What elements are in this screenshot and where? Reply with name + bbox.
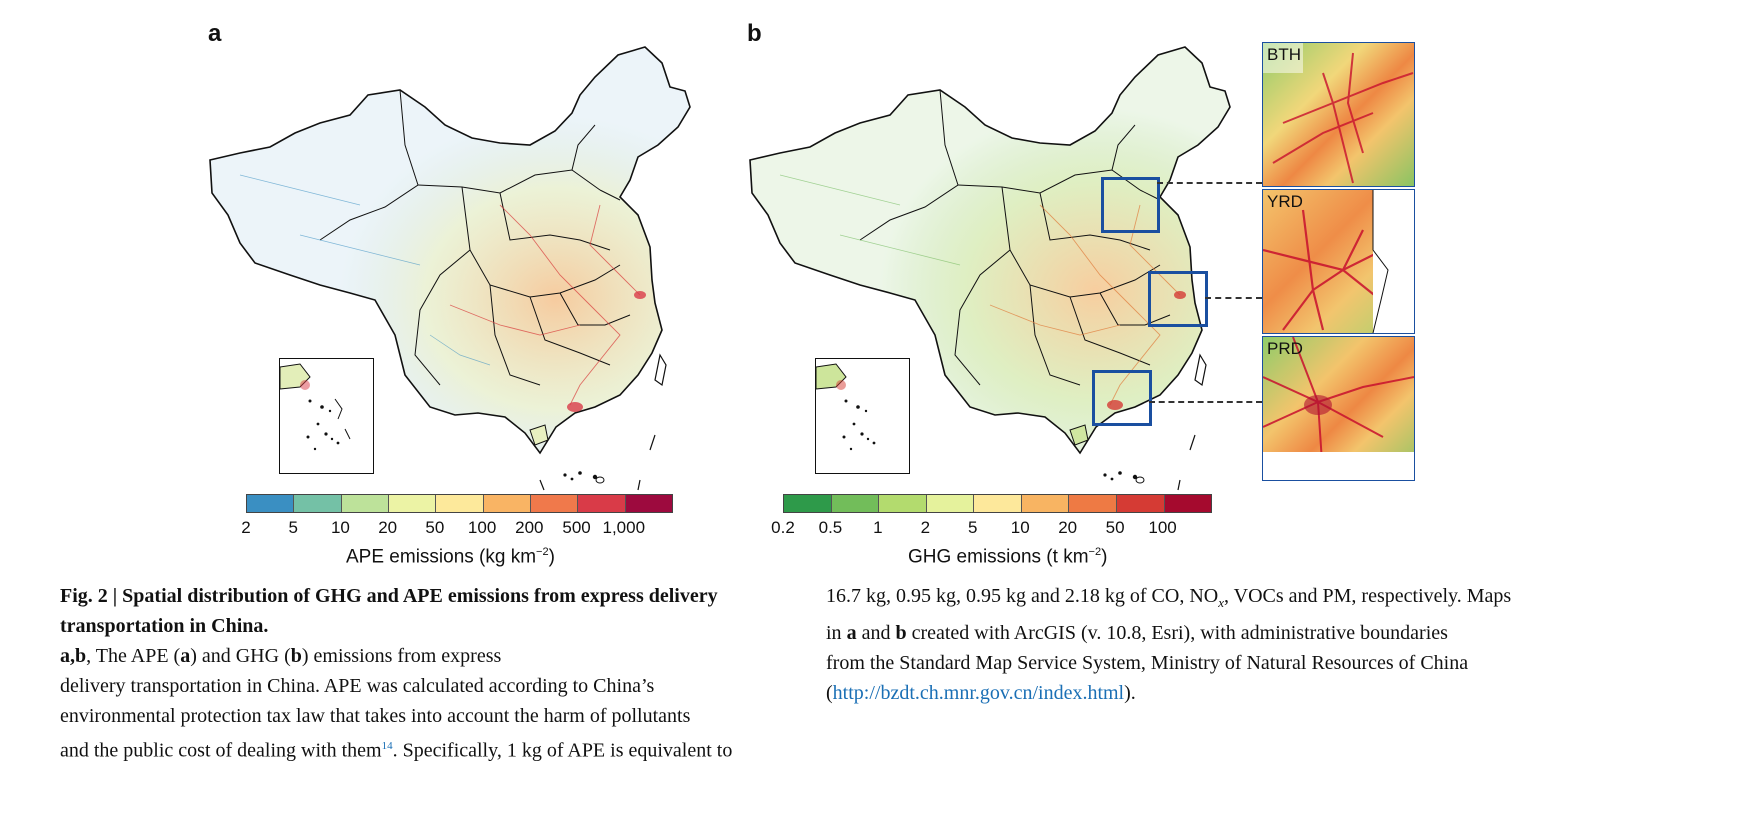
colorbar-ape [246,494,673,513]
ghg-tick-label: 20 [1058,518,1078,537]
zoom-prd: PRD [1262,336,1415,481]
ape-swatch-5 [483,495,531,512]
panel-b-label: b [747,20,762,47]
zoom-bth: BTH [1262,42,1415,187]
ghg-tick-label: 5 [968,518,978,537]
ape-tick-label: 5 [288,518,298,537]
ape-tick-label: 200 [515,518,544,537]
colorbar-ghg-title: GHG emissions (t km−2) [908,546,1108,568]
ghg-swatch-3 [926,495,975,512]
ape-tick-label: 100 [467,518,497,537]
zoom-bth-label: BTH [1267,45,1301,64]
colorbar-ape-ticks: 2 5 10 20 50 100 200 500 1,000 [241,518,671,538]
caption-column-1: Fig. 2 | Spatial distribution of GHG and… [60,585,733,762]
ape-tick-label: 2 [241,518,251,537]
source-link[interactable]: http://bzdt.ch.mnr.gov.cn/index.html [832,682,1125,704]
colorbar-ghg [783,494,1212,513]
zoom-yrd-label: YRD [1267,192,1303,211]
bth-leader-line [1157,182,1262,184]
colorbar-ghg-ticks: 0.2 0.5 1 2 5 10 20 50 100 [771,518,1210,538]
yrd-leader-line [1205,297,1262,299]
map-a-ape-emissions [209,46,691,491]
ghg-tick-label: 1 [873,518,883,537]
ghg-tick-label: 0.5 [818,518,843,537]
prd-leader-line [1149,401,1262,403]
ghg-tick-label: 50 [1105,518,1125,537]
ape-swatch-3 [388,495,437,512]
colorbar-ape-title: APE emissions (kg km−2) [346,546,555,568]
zoom-prd-label: PRD [1267,339,1303,358]
ghg-swatch-0 [784,495,832,512]
figure-title: Fig. 2 | Spatial distribution of GHG and… [60,585,718,637]
bth-region-box [1101,177,1160,233]
ape-swatch-4 [436,495,484,512]
map-b-south-sea-inset [815,358,910,474]
map-a-south-sea-inset [279,358,374,474]
ghg-swatch-5 [1021,495,1070,512]
ape-swatch-7 [578,495,626,512]
ape-tick-label: 1,000 [602,518,646,537]
caption-column-2: 16.7 kg, 0.95 kg, 0.95 kg and 2.18 kg of… [826,585,1512,704]
ghg-tick-label: 10 [1010,518,1030,537]
reference-14[interactable]: 14 [381,740,393,752]
ghg-swatch-7 [1116,495,1165,512]
ape-swatch-8 [625,495,672,512]
prd-region-box [1092,370,1152,426]
ghg-tick-label: 0.2 [771,518,795,537]
ghg-swatch-6 [1069,495,1117,512]
yrd-region-box [1148,271,1208,327]
zoom-yrd: YRD [1262,189,1415,334]
ape-tick-label: 20 [378,518,398,537]
ape-tick-label: 50 [425,518,445,537]
ape-tick-label: 10 [330,518,350,537]
panel-a-label: a [208,20,222,47]
ghg-swatch-1 [831,495,880,512]
ghg-tick-label: 100 [1148,518,1177,537]
ape-swatch-6 [530,495,579,512]
ape-tick-label: 500 [562,518,591,537]
ghg-tick-label: 2 [920,518,931,537]
ghg-swatch-4 [974,495,1022,512]
map-b-ghg-emissions [749,46,1231,491]
ghg-swatch-2 [879,495,927,512]
ghg-swatch-8 [1164,495,1212,512]
ape-swatch-2 [341,495,389,512]
ape-swatch-1 [294,495,342,512]
ape-swatch-0 [247,495,295,512]
